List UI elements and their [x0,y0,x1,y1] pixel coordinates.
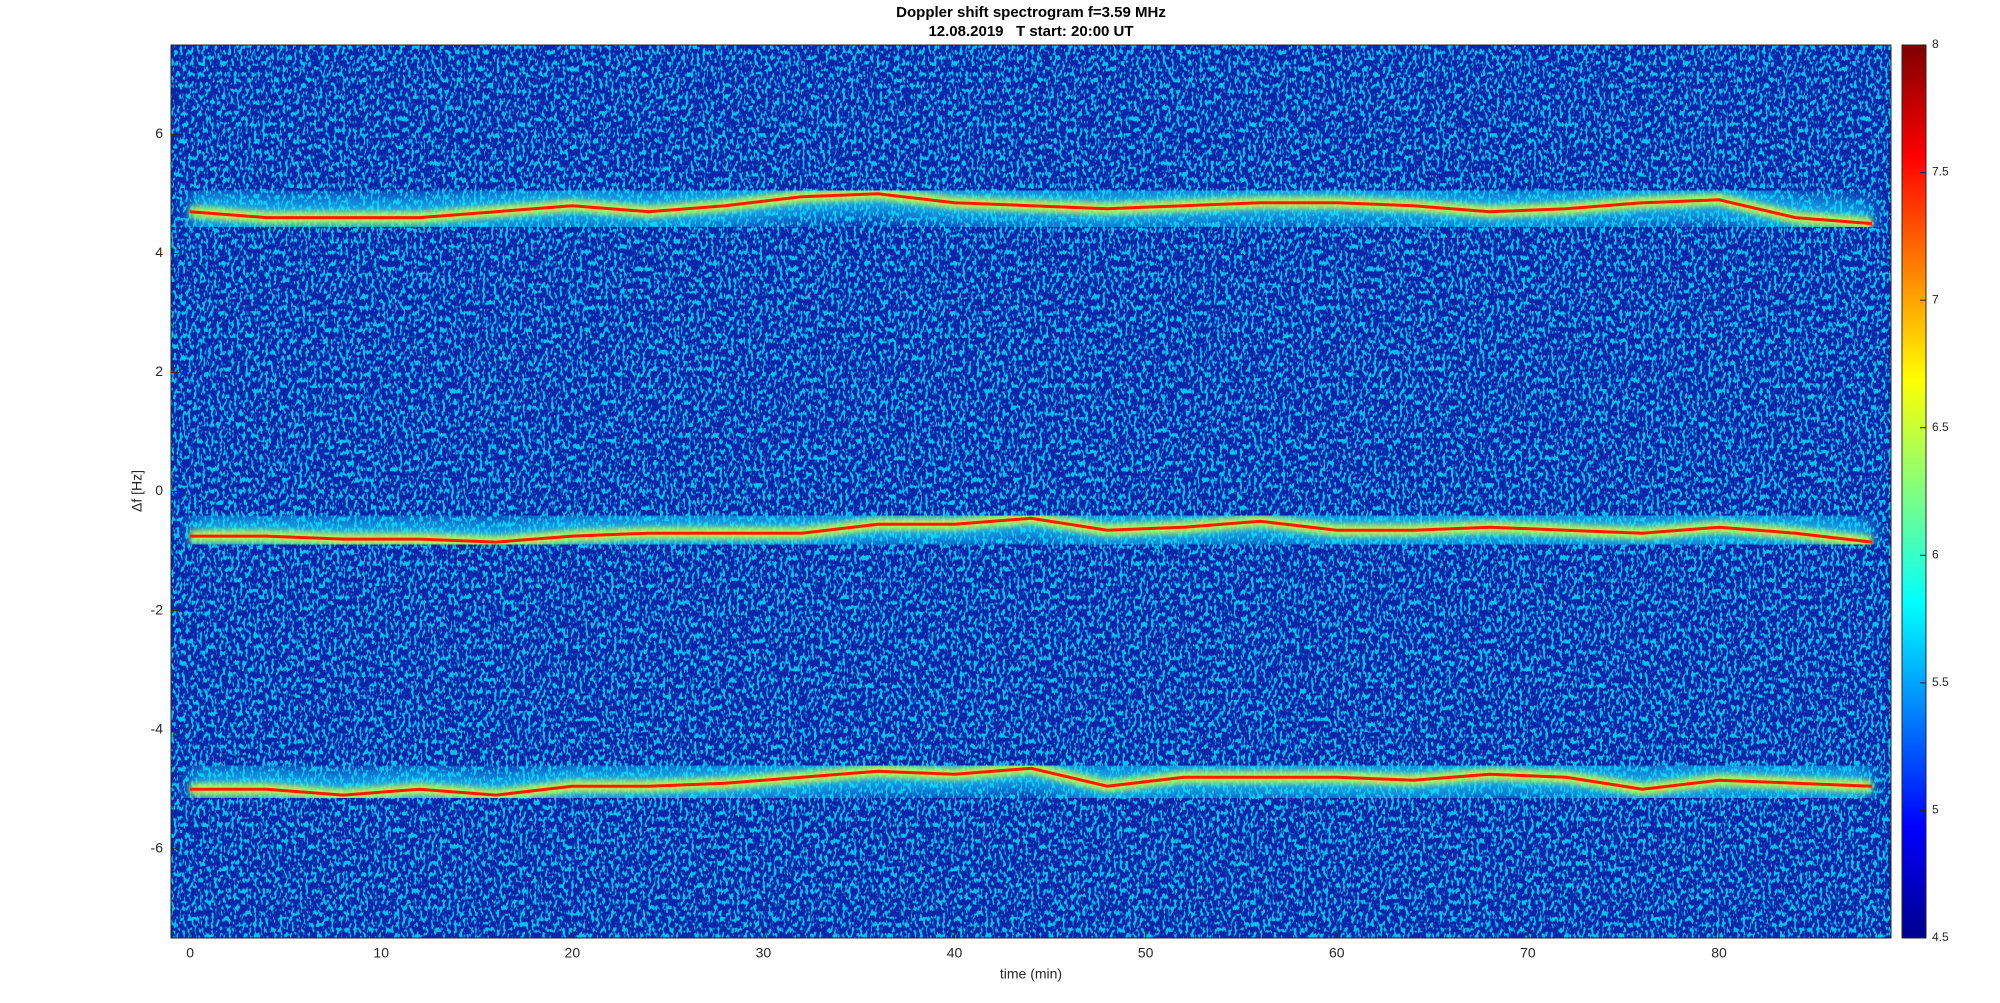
x-tick-label: 0 [186,945,194,961]
y-axis-label: Δf [Hz] [129,470,145,512]
colorbar-tick-label: 6 [1932,547,1939,561]
y-tick-label: -4 [151,720,164,736]
y-tick-label: 4 [155,244,163,260]
x-tick-label: 10 [373,945,389,961]
y-tick-label: -2 [151,601,164,617]
x-tick-label: 30 [756,945,772,961]
colorbar-tick-label: 5.5 [1932,675,1949,689]
x-tick-label: 20 [565,945,581,961]
y-tick-label: 2 [155,363,163,379]
x-tick-label: 60 [1329,945,1345,961]
colorbar-tick-label: 8 [1932,37,1939,51]
x-tick-label: 50 [1138,945,1154,961]
x-tick-label: 40 [947,945,963,961]
y-tick-label: -6 [151,839,164,855]
colorbar-tick-label: 6.5 [1932,420,1949,434]
trace-line [189,192,1873,226]
x-tick-label: 80 [1711,945,1727,961]
trace-line [190,766,1872,797]
trace-line [190,516,1873,544]
colorbar-tick-label: 7 [1932,292,1939,306]
chart-title: Doppler shift spectrogram f=3.59 MHz [896,4,1166,21]
x-axis-label: time (min) [1000,966,1062,982]
colorbar-tick-label: 7.5 [1932,165,1949,179]
y-tick-label: 6 [155,125,163,141]
plot-area [171,45,1891,938]
colorbar-tick-label: 5 [1932,803,1939,817]
y-tick-label: 0 [155,482,163,498]
colorbar-tick-label: 4.5 [1932,930,1949,944]
x-tick-label: 70 [1520,945,1536,961]
colorbar [1901,44,1927,939]
chart-subtitle: 12.08.2019 T start: 20:00 UT [928,23,1133,40]
